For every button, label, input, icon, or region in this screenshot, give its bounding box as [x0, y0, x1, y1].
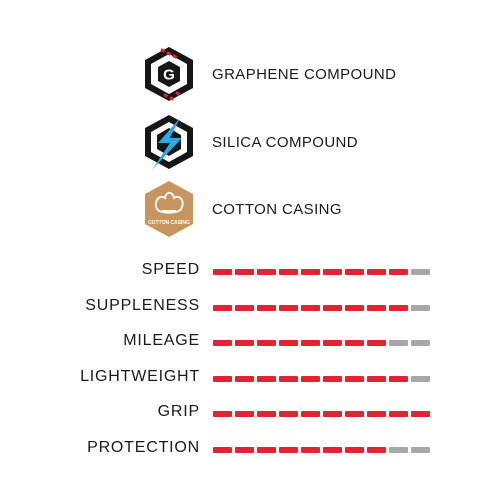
rating-segment-empty	[389, 340, 408, 346]
rating-bar	[213, 304, 430, 311]
rating-segment-filled	[257, 269, 276, 275]
rating-segment-filled	[345, 446, 364, 453]
rating-segment-filled	[235, 446, 254, 453]
rating-label: MILEAGE	[123, 332, 200, 349]
rating-segment-filled	[257, 304, 276, 311]
rating-segment-filled	[279, 411, 298, 417]
rating-label: GRIP	[157, 403, 200, 420]
graphene-g-hexagon-icon: G	[140, 44, 198, 104]
graphene-badge-letter: G	[163, 67, 175, 84]
rating-segment-filled	[213, 411, 232, 417]
rating-bar	[213, 340, 430, 346]
rating-segment-filled	[345, 269, 364, 275]
rating-segment-filled	[345, 340, 364, 346]
rating-segment-filled	[235, 304, 254, 311]
rating-segment-filled	[301, 340, 320, 346]
cotton-casing-hexagon-icon: COTTON CASING	[140, 179, 198, 239]
rating-segment-filled	[213, 446, 232, 453]
rating-bar	[213, 411, 430, 417]
ratings-list: SPEED SUPPLENESS MILEAGE LIGHTWEIGHT GRI…	[0, 256, 500, 469]
rating-label: LIGHTWEIGHT	[80, 367, 200, 385]
rating-segment-filled	[279, 340, 298, 346]
feature-graphene: G GRAPHENE COMPOUND	[140, 44, 396, 104]
cotton-badge-text: COTTON CASING	[148, 220, 190, 226]
rating-row-lightweight: LIGHTWEIGHT	[0, 363, 500, 399]
rating-segment-filled	[389, 304, 408, 311]
rating-segment-filled	[367, 304, 386, 311]
rating-segment-filled	[345, 304, 364, 311]
rating-segment-filled	[323, 375, 342, 382]
rating-row-suppleness: SUPPLENESS	[0, 292, 500, 328]
rating-segment-filled	[279, 269, 298, 275]
rating-segment-filled	[367, 411, 386, 417]
rating-segment-filled	[301, 446, 320, 453]
silica-lightning-hexagon-icon	[140, 112, 198, 172]
rating-row-protection: PROTECTION	[0, 434, 500, 470]
rating-label: PROTECTION	[87, 438, 200, 456]
feature-graphene-label: GRAPHENE COMPOUND	[212, 65, 397, 83]
rating-segment-filled	[235, 411, 254, 417]
rating-segment-filled	[235, 375, 254, 382]
rating-segment-filled	[367, 446, 386, 453]
rating-segment-filled	[279, 375, 298, 382]
rating-segment-filled	[213, 340, 232, 346]
rating-segment-filled	[279, 446, 298, 453]
rating-segment-filled	[345, 411, 364, 417]
rating-segment-filled	[367, 375, 386, 382]
rating-segment-filled	[235, 269, 254, 275]
feature-silica-label: SILICA COMPOUND	[212, 133, 359, 151]
rating-segment-empty	[411, 375, 430, 382]
rating-segment-filled	[323, 340, 342, 346]
feature-silica: SILICA COMPOUND	[140, 112, 358, 172]
rating-segment-filled	[389, 269, 408, 275]
rating-segment-filled	[367, 340, 386, 346]
rating-row-grip: GRIP	[0, 398, 500, 434]
rating-segment-filled	[323, 304, 342, 311]
rating-bar	[213, 446, 430, 453]
rating-segment-filled	[213, 304, 232, 311]
rating-segment-filled	[257, 375, 276, 382]
rating-segment-filled	[301, 269, 320, 275]
rating-segment-filled	[301, 375, 320, 382]
rating-segment-filled	[345, 375, 364, 382]
feature-cotton: COTTON CASING COTTON CASING	[140, 179, 342, 239]
rating-segment-filled	[279, 304, 298, 311]
rating-segment-filled	[257, 340, 276, 346]
rating-segment-filled	[213, 269, 232, 275]
rating-bar	[213, 375, 430, 382]
rating-segment-filled	[235, 340, 254, 346]
rating-segment-filled	[367, 269, 386, 275]
rating-segment-filled	[301, 304, 320, 311]
rating-segment-filled	[323, 269, 342, 275]
rating-segment-filled	[257, 446, 276, 453]
rating-bar	[213, 269, 430, 275]
rating-segment-empty	[411, 269, 430, 275]
rating-segment-empty	[389, 446, 408, 453]
rating-segment-filled	[389, 411, 408, 417]
rating-label: SUPPLENESS	[85, 296, 200, 314]
rating-segment-filled	[323, 446, 342, 453]
rating-row-speed: SPEED	[0, 256, 500, 292]
rating-segment-empty	[411, 340, 430, 346]
rating-segment-filled	[301, 411, 320, 417]
feature-cotton-label: COTTON CASING	[212, 200, 342, 218]
rating-row-mileage: MILEAGE	[0, 327, 500, 363]
rating-segment-filled	[411, 411, 430, 417]
rating-label: SPEED	[141, 261, 200, 278]
rating-segment-empty	[411, 446, 430, 453]
rating-segment-filled	[389, 375, 408, 382]
rating-segment-empty	[411, 304, 430, 311]
rating-segment-filled	[257, 411, 276, 417]
rating-segment-filled	[213, 375, 232, 382]
rating-segment-filled	[323, 411, 342, 417]
